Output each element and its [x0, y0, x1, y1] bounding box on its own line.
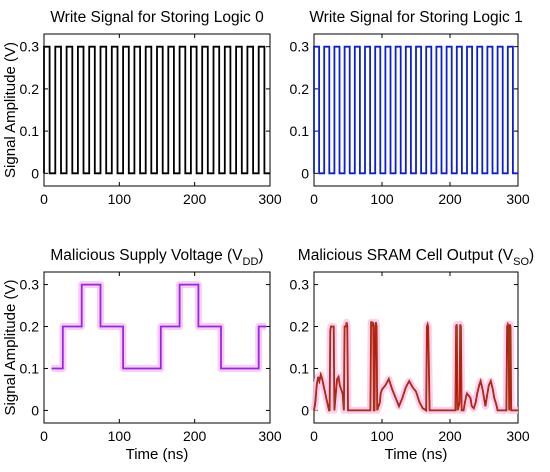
y-tick-label: 0.1	[20, 123, 40, 139]
chart-title-text: Write Signal for Storing Logic 1	[309, 9, 522, 26]
chart-title-text: Malicious SRAM Cell Output (V	[298, 247, 514, 264]
series-halo	[51, 281, 267, 372]
chart-title-subscript: DD	[243, 256, 259, 268]
x-tick-label: 300	[258, 428, 282, 444]
y-tick-label: 0	[301, 402, 309, 418]
chart-panel-top-left: 0 100 200 300 0 0.1 0.2 0.3 Write Signal for Sto…	[2, 9, 282, 207]
series-line	[51, 283, 267, 370]
x-tick-label: 100	[370, 191, 394, 207]
y-tick-label: 0.2	[20, 319, 40, 335]
chart-title-subscript: SO	[513, 256, 529, 268]
chart-title-text: Malicious Supply Voltage (V	[50, 247, 243, 264]
x-tick-label: 200	[183, 191, 207, 207]
chart-title-suffix: )	[529, 247, 534, 264]
y-axis-label: Signal Amplitude (V)	[2, 42, 19, 178]
x-axis-label: Time (ns)	[126, 446, 189, 463]
x-tick-label: 300	[506, 191, 530, 207]
x-tick-label: 300	[506, 428, 530, 444]
chart-title-text: Write Signal for Storing Logic 0	[50, 9, 264, 26]
chart-title: Write Signal for Storing Logic 0	[50, 9, 264, 26]
x-tick-label: 0	[40, 191, 48, 207]
chart-panel-top-right: 0 100 200 300 0 0.1 0.2 0.3 Write Signal for Sto…	[290, 9, 530, 207]
y-axis-label: Signal Amplitude (V)	[2, 280, 19, 416]
series-overlay-line	[313, 321, 518, 412]
y-tick-label: 0.3	[290, 39, 310, 55]
y-tick-label: 0.3	[290, 277, 310, 293]
chart-title: Malicious Supply Voltage (VDD)	[50, 247, 263, 268]
x-tick-label: 200	[438, 191, 462, 207]
y-tick-label: 0.3	[20, 277, 40, 293]
x-tick-label: 300	[258, 191, 282, 207]
y-tick-label: 0.1	[290, 360, 310, 376]
plot-frame	[43, 271, 271, 424]
y-tick-label: 0	[31, 402, 39, 418]
x-tick-label: 200	[438, 428, 462, 444]
chart-panel-bottom-left: 0 100 200 300 0 0.1 0.2 0.3 Malicious Supply Vol…	[2, 247, 282, 463]
series-line	[43, 45, 270, 175]
x-axis-label: Time (ns)	[385, 446, 448, 463]
y-tick-label: 0.1	[290, 123, 310, 139]
series-line	[313, 45, 518, 175]
plot-frame	[313, 271, 519, 424]
x-tick-label: 100	[370, 428, 394, 444]
y-tick-label: 0	[301, 165, 309, 181]
chart-title-suffix: )	[258, 247, 263, 264]
x-tick-label: 0	[310, 191, 318, 207]
x-tick-label: 0	[310, 428, 318, 444]
x-tick-label: 0	[40, 428, 48, 444]
x-tick-label: 100	[108, 428, 132, 444]
y-tick-label: 0.2	[20, 81, 40, 97]
y-tick-label: 0.1	[20, 360, 40, 376]
chart-panel-bottom-right: 0 100 200 300 0 0.1 0.2 0.3 Malicious SRAM Cell …	[290, 247, 535, 463]
y-tick-label: 0.2	[290, 81, 310, 97]
y-tick-label: 0	[31, 165, 39, 181]
y-tick-label: 0.2	[290, 319, 310, 335]
x-tick-label: 200	[183, 428, 207, 444]
chart-title: Write Signal for Storing Logic 1	[309, 9, 522, 26]
chart-title: Malicious SRAM Cell Output (VSO)	[298, 247, 534, 268]
y-tick-label: 0.3	[20, 39, 40, 55]
x-tick-label: 100	[108, 191, 132, 207]
